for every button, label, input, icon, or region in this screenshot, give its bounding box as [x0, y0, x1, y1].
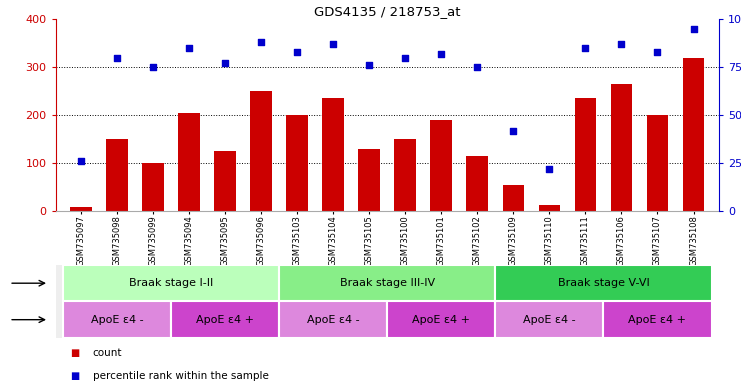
Bar: [611, 84, 632, 211]
Point: [75, 158, 87, 164]
Text: ApoE ε4 -: ApoE ε4 -: [307, 314, 359, 325]
Point: [616, 41, 628, 47]
Bar: [171, 301, 279, 338]
Bar: [431, 120, 452, 211]
Point: [111, 55, 123, 61]
Bar: [70, 207, 92, 211]
Bar: [279, 301, 387, 338]
Bar: [682, 58, 705, 211]
Bar: [359, 149, 380, 211]
Text: ■: ■: [70, 348, 79, 358]
Bar: [63, 265, 279, 301]
Bar: [467, 156, 488, 211]
Point: [435, 51, 447, 57]
Bar: [142, 163, 164, 211]
Text: Braak stage I-II: Braak stage I-II: [129, 278, 213, 288]
Bar: [495, 265, 711, 301]
Point: [399, 55, 411, 61]
Bar: [574, 98, 597, 211]
Text: ApoE ε4 -: ApoE ε4 -: [90, 314, 143, 325]
Bar: [279, 265, 495, 301]
Bar: [603, 301, 711, 338]
Text: Braak stage V-VI: Braak stage V-VI: [557, 278, 649, 288]
Bar: [647, 115, 668, 211]
Point: [219, 60, 231, 66]
Bar: [250, 91, 272, 211]
Text: ApoE ε4 +: ApoE ε4 +: [412, 314, 471, 325]
Text: count: count: [93, 348, 122, 358]
Point: [183, 45, 195, 51]
Point: [328, 41, 339, 47]
Bar: [286, 115, 308, 211]
Bar: [539, 205, 560, 211]
Point: [363, 62, 375, 68]
Text: ApoE ε4 -: ApoE ε4 -: [523, 314, 576, 325]
Text: Braak stage III-IV: Braak stage III-IV: [339, 278, 435, 288]
Point: [508, 127, 519, 134]
Point: [291, 49, 303, 55]
Text: ApoE ε4 +: ApoE ε4 +: [628, 314, 686, 325]
Point: [543, 166, 555, 172]
Point: [255, 39, 267, 45]
Text: ■: ■: [70, 371, 79, 381]
Bar: [106, 139, 127, 211]
Bar: [394, 139, 416, 211]
Point: [579, 45, 591, 51]
Point: [651, 49, 663, 55]
Text: ApoE ε4 +: ApoE ε4 +: [196, 314, 254, 325]
Bar: [178, 113, 200, 211]
Text: percentile rank within the sample: percentile rank within the sample: [93, 371, 268, 381]
Point: [147, 64, 159, 70]
Bar: [63, 301, 171, 338]
Bar: [214, 151, 236, 211]
Title: GDS4135 / 218753_at: GDS4135 / 218753_at: [314, 5, 460, 18]
Bar: [495, 301, 603, 338]
Bar: [387, 301, 495, 338]
Point: [471, 64, 483, 70]
Bar: [502, 185, 524, 211]
Point: [688, 26, 700, 32]
Bar: [322, 98, 344, 211]
